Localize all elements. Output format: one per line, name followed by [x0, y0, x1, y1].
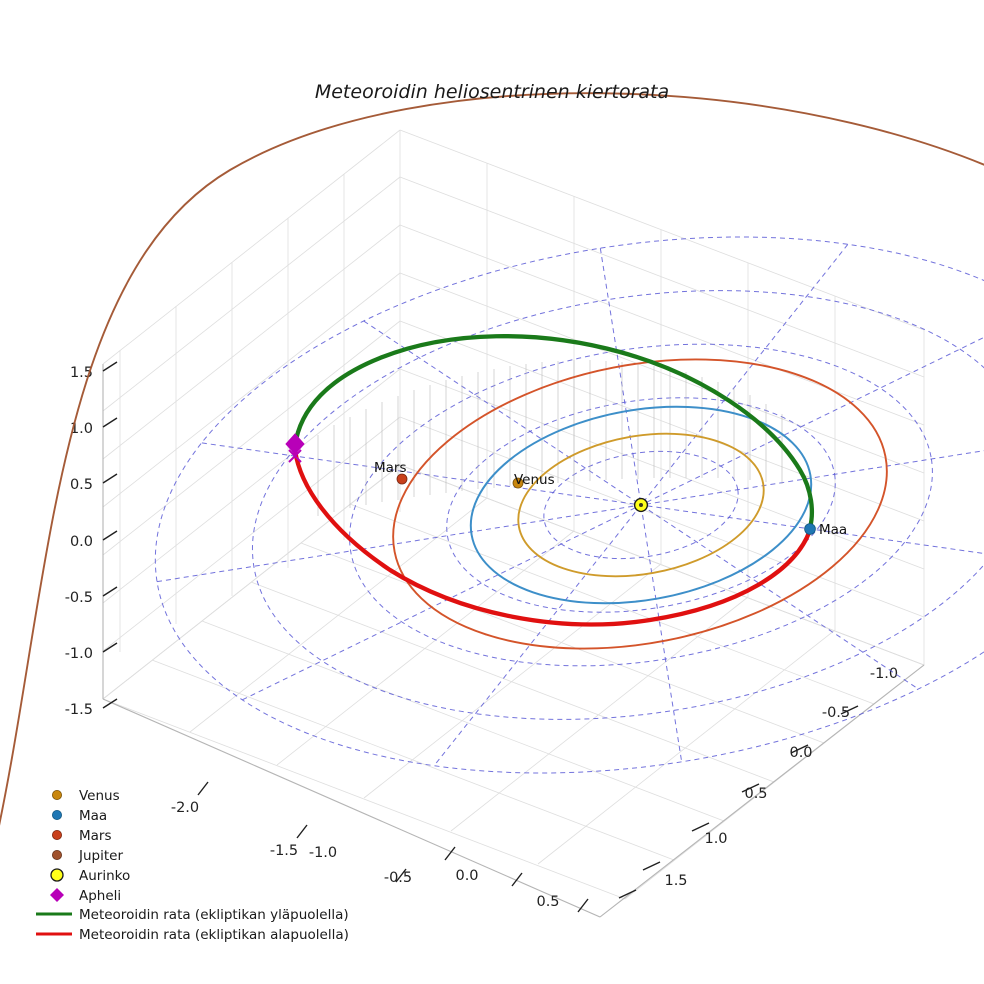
y-tick-label: 1.0	[704, 831, 727, 847]
legend-item-maa[interactable]: Maa	[52, 808, 107, 824]
meteoroid-above-ecliptic	[292, 334, 814, 531]
z-tick-label: 0.0	[70, 534, 93, 550]
orbit-jupiter	[0, 92, 984, 826]
back-pane-grid	[102, 129, 925, 918]
z-tick-label: 0.5	[70, 477, 93, 493]
legend-marker-mars-icon	[52, 830, 63, 841]
meteoroid-drop-lines	[317, 360, 783, 516]
x-tick-label: -1.5	[270, 843, 298, 859]
x-tick-label: -0.5	[384, 870, 412, 886]
orbit-mars	[392, 358, 888, 650]
apheli-cross-icon	[288, 449, 302, 463]
z-tick-label: -0.5	[65, 590, 93, 606]
legend: Venus Maa Mars Jupiter	[36, 788, 349, 943]
z-tick-label: -1.5	[65, 702, 93, 718]
x-tick-label: 0.5	[536, 894, 559, 910]
y-tick-label: 0.0	[789, 745, 812, 761]
y-tick-label: 0.5	[744, 786, 767, 802]
label-maa: Maa	[819, 522, 847, 538]
legend-item-meteoroid-below[interactable]: Meteoroidin rata (ekliptikan alapuolella…	[36, 927, 349, 943]
ecliptic-polar-grid	[154, 236, 984, 774]
y-tick-label: -1.0	[870, 666, 898, 682]
sun-core	[639, 503, 643, 507]
marker-venus[interactable]	[512, 477, 524, 489]
legend-item-venus[interactable]: Venus	[52, 788, 120, 804]
legend-label-maa: Maa	[79, 808, 107, 824]
x-axis-ticks: -2.0 -1.5 -1.0 -0.5 0.0 0.5	[171, 781, 589, 913]
legend-marker-apheli-icon	[50, 888, 64, 902]
marker-apheli[interactable]	[285, 433, 305, 463]
marker-maa[interactable]	[804, 523, 816, 535]
z-tick-label: 1.0	[70, 421, 93, 437]
y-axis-ticks: -1.0 -0.5 0.0 0.5 1.0 1.5	[618, 666, 898, 899]
legend-label-meteoroid-above: Meteoroidin rata (ekliptikan yläpuolella…	[79, 907, 349, 923]
orbit-meteoroid	[292, 334, 814, 627]
y-tick-label: 1.5	[664, 873, 687, 889]
label-mars: Mars	[374, 460, 407, 476]
marker-mars[interactable]	[396, 473, 408, 485]
legend-label-aurinko: Aurinko	[79, 868, 130, 884]
label-venus: Venus	[514, 472, 555, 488]
page-title: Meteoroidin heliosentrinen kiertorata	[315, 81, 669, 103]
orbit-venus	[517, 432, 765, 578]
legend-marker-venus-icon	[52, 790, 63, 801]
legend-label-apheli: Apheli	[79, 888, 121, 904]
legend-marker-maa-icon	[52, 810, 63, 821]
y-tick-label: -0.5	[822, 705, 850, 721]
legend-label-venus: Venus	[79, 788, 120, 804]
legend-item-mars[interactable]: Mars	[52, 828, 112, 844]
legend-item-meteoroid-above[interactable]: Meteoroidin rata (ekliptikan yläpuolella…	[36, 907, 349, 923]
z-axis-ticks: 1.5 1.0 0.5 0.0 -0.5 -1.0 -1.5	[65, 361, 118, 718]
x-tick-label: -2.0	[171, 800, 199, 816]
orbit-maa	[469, 405, 813, 605]
legend-label-jupiter: Jupiter	[78, 848, 123, 864]
legend-item-aurinko[interactable]: Aurinko	[50, 868, 130, 884]
axis-spines	[102, 364, 925, 918]
z-tick-label: -1.0	[65, 646, 93, 662]
legend-label-mars: Mars	[79, 828, 112, 844]
legend-label-meteoroid-below: Meteoroidin rata (ekliptikan alapuolella…	[79, 927, 349, 943]
meteoroid-below-ecliptic	[292, 447, 813, 627]
x-tick-label: 0.0	[455, 868, 478, 884]
legend-item-apheli[interactable]: Apheli	[50, 888, 121, 904]
legend-marker-jupiter-icon	[52, 850, 63, 861]
body-markers: Mars Venus Maa	[374, 460, 847, 538]
legend-marker-aurinko-icon	[50, 868, 64, 882]
x-tick-label: -1.0	[309, 845, 337, 861]
legend-item-jupiter[interactable]: Jupiter	[52, 848, 123, 864]
